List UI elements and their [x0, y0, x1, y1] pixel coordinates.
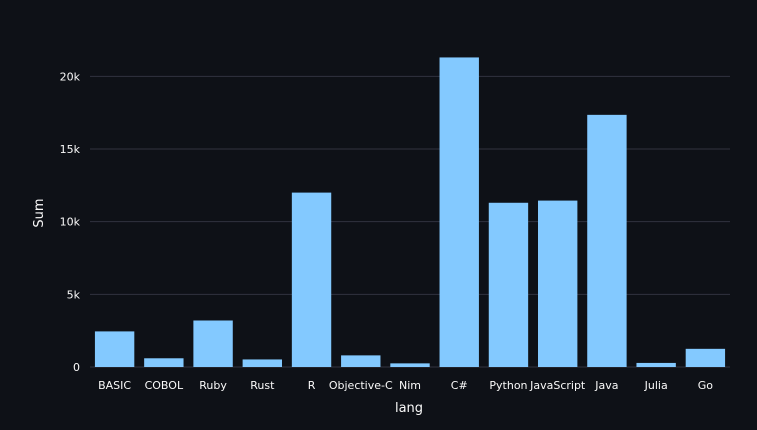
x-tick-label: R — [308, 379, 316, 392]
y-tick-label: 15k — [60, 143, 81, 156]
x-tick-label: COBOL — [145, 379, 184, 392]
bar-basic[interactable] — [94, 331, 135, 367]
bar-python[interactable] — [488, 202, 529, 367]
x-tick-label: Julia — [644, 379, 668, 392]
x-tick-label: Ruby — [199, 379, 227, 392]
x-tick-labels: BASIC COBOL Ruby Rust R Objective-C Nim C# Pytho… — [98, 379, 713, 392]
x-tick-label: Objective-C — [329, 379, 393, 392]
grid-layer — [90, 75, 730, 368]
x-tick-label: C# — [451, 379, 468, 392]
bar-go[interactable] — [685, 348, 726, 367]
x-tick-label: Go — [698, 379, 714, 392]
bar-rust[interactable] — [242, 359, 282, 367]
x-tick-label: BASIC — [98, 379, 131, 392]
bar-java[interactable] — [587, 114, 627, 367]
y-tick-label: 20k — [60, 70, 81, 83]
bar-objective-c[interactable] — [341, 355, 381, 367]
y-tick-labels: 0 5k 10k 15k 20k — [60, 70, 81, 374]
bar-cobol[interactable] — [144, 358, 184, 367]
x-tick-label: JavaScript — [529, 379, 586, 392]
y-tick-label: 5k — [67, 288, 81, 301]
bar-r[interactable] — [291, 192, 332, 367]
y-tick-label: 10k — [60, 216, 81, 229]
x-axis-title: lang — [395, 401, 423, 416]
bar-ruby[interactable] — [193, 320, 233, 367]
x-tick-label: Nim — [399, 379, 421, 392]
bar-layer — [94, 57, 726, 367]
bar-nim[interactable] — [390, 363, 430, 367]
bar-julia[interactable] — [636, 362, 676, 367]
x-tick-label: Java — [594, 379, 618, 392]
x-tick-label: Rust — [250, 379, 275, 392]
y-tick-label: 0 — [73, 361, 80, 374]
y-axis-title: Sum — [32, 198, 47, 227]
x-tick-label: Python — [489, 379, 527, 392]
bar-javascript[interactable] — [538, 200, 578, 367]
bar-c-[interactable] — [439, 57, 479, 367]
